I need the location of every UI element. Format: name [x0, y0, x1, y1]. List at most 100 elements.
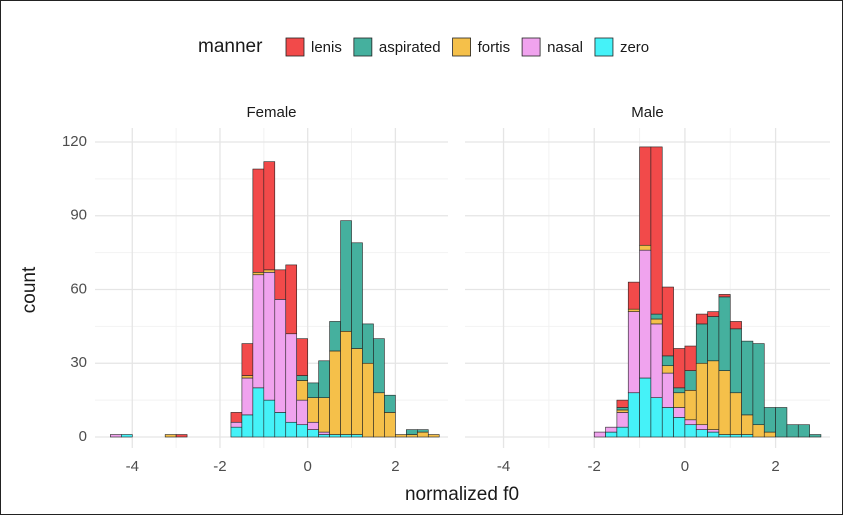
histogram-bar [616, 412, 629, 428]
histogram-bar [307, 397, 319, 423]
histogram-bar [121, 434, 133, 438]
x-tick-label: 2 [391, 458, 399, 475]
histogram-bar [673, 348, 686, 389]
histogram-bar [351, 242, 363, 349]
histogram-bar [627, 281, 640, 310]
legend-title: manner [198, 36, 263, 57]
legend-swatch [594, 37, 614, 57]
x-tick-label: -4 [497, 458, 510, 475]
histogram-bar [110, 434, 122, 438]
y-tick-label: 0 [79, 428, 87, 445]
histogram-bar [616, 409, 629, 413]
histogram-bar [650, 146, 663, 315]
histogram-bar [373, 338, 385, 394]
histogram-bar [707, 429, 720, 433]
facet-title: Female [246, 104, 296, 121]
histogram-bar [241, 343, 254, 376]
histogram-bar [661, 407, 674, 438]
histogram-bar [809, 434, 822, 438]
y-tick-label: 30 [70, 354, 87, 371]
histogram-bar [384, 394, 396, 413]
histogram-bar [417, 431, 429, 438]
histogram-bar [285, 264, 298, 335]
x-tick-label: -2 [213, 458, 226, 475]
histogram-bar [763, 407, 776, 433]
histogram-bar [729, 434, 742, 438]
histogram-bar [729, 321, 742, 330]
histogram-bar [406, 434, 418, 438]
histogram-bar [329, 321, 341, 352]
x-axis-label: normalized f0 [405, 484, 519, 505]
histogram-bar [605, 426, 618, 433]
histogram-bar [252, 274, 265, 389]
histogram-bar [650, 323, 663, 398]
histogram-bar [340, 220, 352, 332]
legend-label: aspirated [379, 39, 441, 56]
histogram-bar [285, 421, 298, 438]
histogram-bar [763, 431, 776, 438]
x-tick-label: -4 [126, 458, 139, 475]
histogram-bar [252, 271, 265, 276]
histogram-bar [362, 362, 374, 438]
histogram-bar [417, 429, 429, 433]
histogram-bar [307, 429, 319, 438]
histogram-bar [307, 421, 319, 430]
histogram-bar [230, 426, 243, 438]
histogram-bar [695, 323, 708, 364]
histogram-bar [263, 271, 276, 401]
histogram-bar [718, 294, 731, 298]
histogram-bar [775, 407, 788, 438]
histogram-bar [627, 311, 640, 394]
histogram-bar [274, 269, 287, 300]
facet-title: Male [631, 104, 664, 121]
histogram-bar [650, 397, 663, 438]
histogram-bar [661, 355, 674, 367]
histogram-bar [627, 308, 640, 312]
histogram-bar [296, 380, 308, 401]
histogram-bar [252, 168, 265, 273]
histogram-bar [695, 424, 708, 430]
histogram-bar [695, 362, 708, 426]
histogram-bar [741, 414, 754, 435]
histogram-bar [296, 375, 308, 381]
histogram-bar [639, 146, 652, 246]
histogram-bar [241, 377, 254, 416]
histogram-bar [707, 311, 720, 317]
histogram-bar [729, 328, 742, 394]
histogram-bar [741, 340, 754, 416]
histogram-bar [274, 299, 287, 413]
x-tick-label: 0 [681, 458, 689, 475]
histogram-bar [729, 392, 742, 435]
histogram-bar [318, 434, 330, 438]
histogram-bar [718, 370, 731, 435]
y-axis-label: count [19, 266, 40, 313]
histogram-bar [661, 286, 674, 357]
histogram-bar [786, 424, 799, 438]
legend-label: lenis [311, 39, 342, 56]
x-tick-label: 0 [304, 458, 312, 475]
histogram-bar [695, 313, 708, 325]
histogram-bar [673, 392, 686, 408]
histogram-bar [263, 399, 276, 438]
histogram-bar [684, 370, 697, 391]
histogram-bar [175, 434, 188, 438]
histogram-bar [650, 313, 663, 320]
histogram-bar [684, 389, 697, 421]
legend-swatch [285, 37, 305, 57]
histogram-bar [616, 407, 629, 411]
histogram-bar [296, 338, 308, 376]
histogram-bar [718, 296, 731, 371]
histogram-bar [351, 348, 363, 435]
histogram-bar [605, 431, 618, 438]
histogram-bar [329, 350, 341, 435]
histogram-bar [285, 333, 298, 423]
legend-label: fortis [478, 39, 511, 56]
histogram-bar [616, 399, 629, 408]
histogram-bar [639, 377, 652, 438]
histogram-bar [661, 365, 674, 374]
histogram-bar [230, 412, 243, 423]
histogram-bar [707, 360, 720, 430]
legend-swatch [521, 37, 541, 57]
histogram-bar [741, 434, 754, 438]
